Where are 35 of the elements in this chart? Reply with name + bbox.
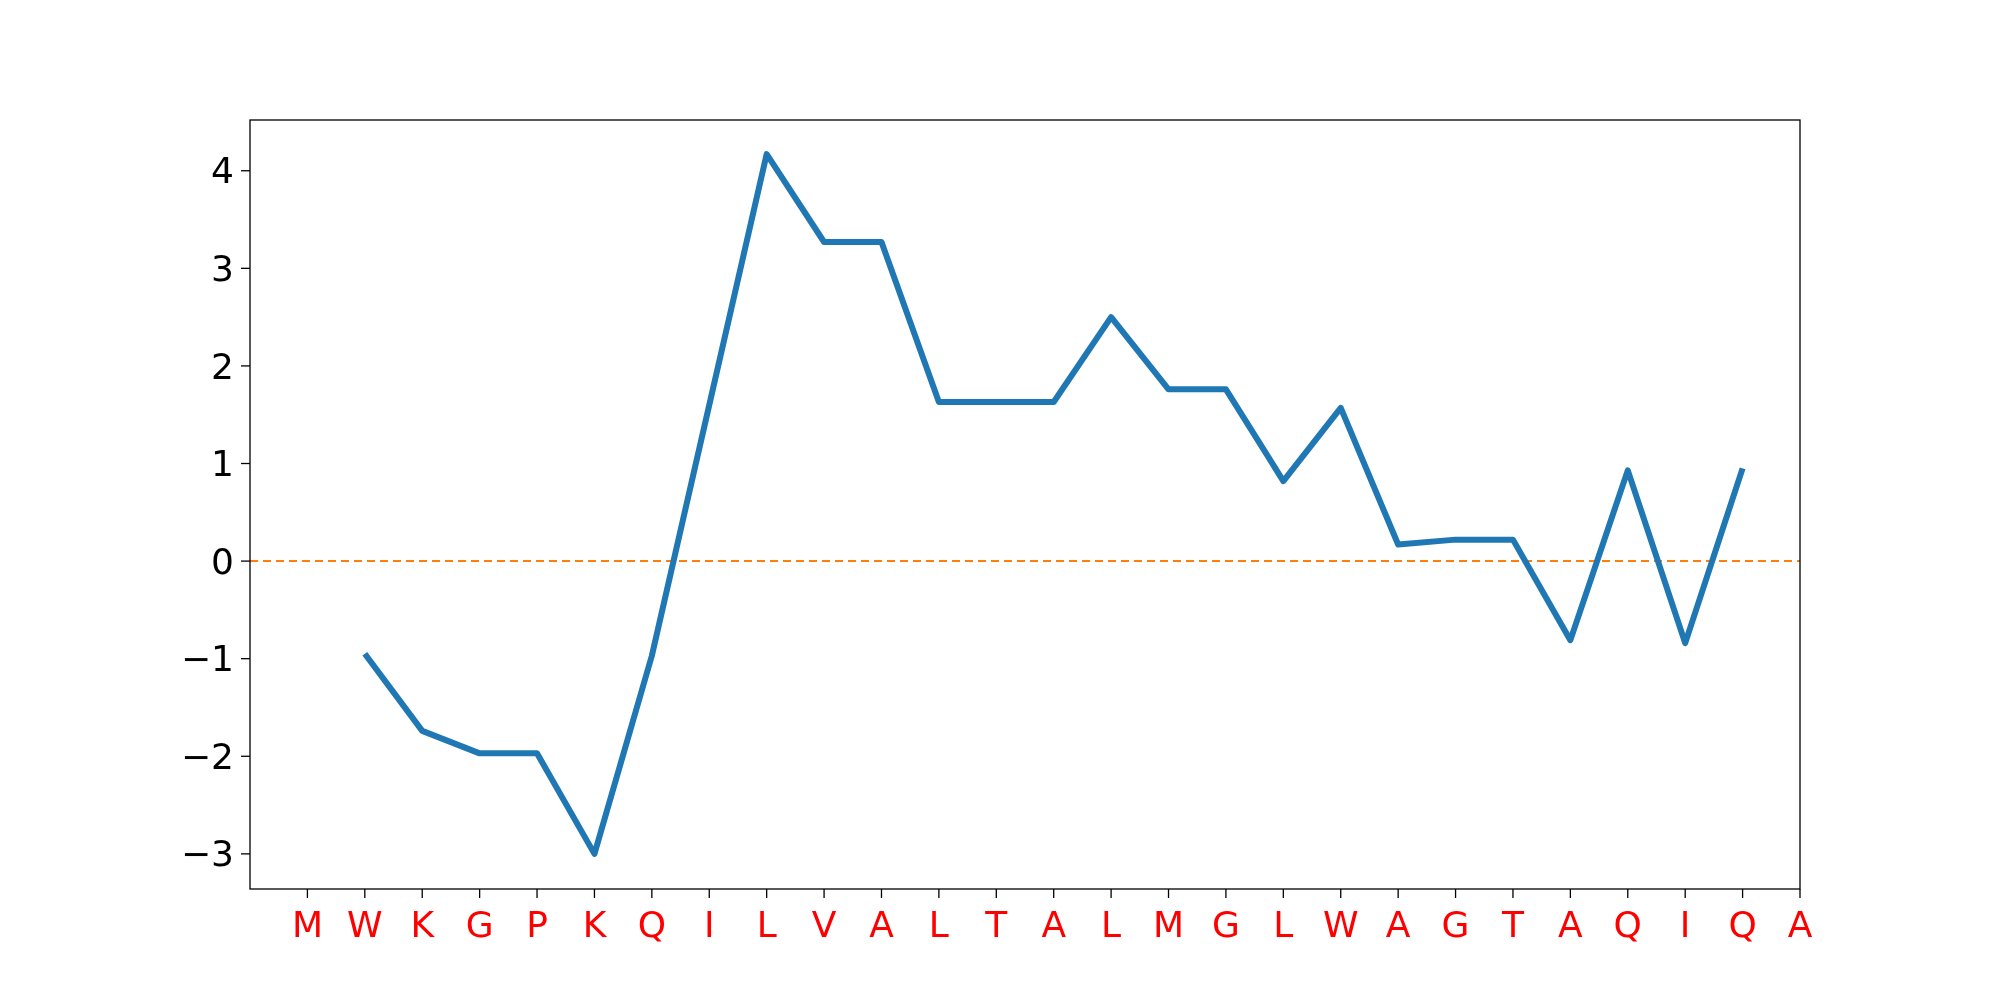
x-tick-label: M — [291, 904, 323, 945]
y-tick-label: 0 — [211, 540, 234, 582]
y-tick-label: 3 — [211, 247, 234, 289]
y-tick-label: 1 — [211, 443, 234, 485]
x-tick-label: L — [1101, 904, 1122, 945]
y-tick-label: 4 — [211, 150, 234, 192]
x-tick-label: W — [347, 904, 383, 945]
x-tick-label: G — [465, 904, 494, 945]
x-tick-label: P — [526, 904, 548, 945]
x-tick-label: A — [869, 904, 895, 945]
x-tick-label: K — [410, 904, 436, 945]
x-tick-label: Q — [1613, 904, 1642, 945]
x-tick-label: I — [1679, 904, 1691, 945]
x-tick-label: T — [1500, 904, 1525, 945]
x-tick-label: T — [984, 904, 1009, 945]
x-tick-label: M — [1152, 904, 1185, 945]
x-tick-label: A — [1558, 904, 1584, 945]
x-tick-label: L — [756, 904, 777, 945]
x-tick-label: G — [1441, 904, 1470, 945]
x-tick-label: Q — [1728, 904, 1757, 945]
x-tick-label: A — [1385, 904, 1411, 945]
x-tick-label: L — [1273, 904, 1294, 945]
x-tick-label: A — [1041, 904, 1067, 945]
x-tick-label: A — [1787, 904, 1813, 945]
x-tick-label: W — [1322, 904, 1359, 945]
y-tick-label: −1 — [180, 638, 234, 680]
x-tick-label: Q — [637, 904, 667, 945]
x-tick-label: K — [582, 904, 608, 945]
x-tick-label: I — [703, 904, 715, 945]
x-tick-label: V — [811, 904, 837, 945]
y-tick-label: −3 — [180, 833, 234, 875]
x-tick-label: L — [928, 904, 949, 945]
y-tick-label: −2 — [180, 735, 234, 777]
y-tick-label: 2 — [211, 345, 234, 387]
x-tick-label: G — [1211, 904, 1240, 945]
